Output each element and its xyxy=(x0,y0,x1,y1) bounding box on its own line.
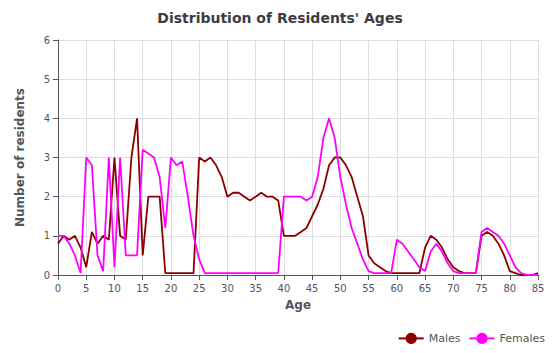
svg-text:15: 15 xyxy=(136,283,149,294)
svg-text:25: 25 xyxy=(193,283,206,294)
svg-text:Number of residents: Number of residents xyxy=(13,88,27,227)
svg-text:80: 80 xyxy=(503,283,516,294)
svg-text:10: 10 xyxy=(108,283,121,294)
svg-text:20: 20 xyxy=(165,283,178,294)
svg-text:Females: Females xyxy=(499,332,545,345)
svg-text:5: 5 xyxy=(83,283,89,294)
svg-text:50: 50 xyxy=(334,283,347,294)
svg-text:2: 2 xyxy=(44,191,50,202)
svg-text:45: 45 xyxy=(306,283,319,294)
svg-text:6: 6 xyxy=(44,35,50,46)
svg-text:0: 0 xyxy=(44,270,50,281)
svg-text:4: 4 xyxy=(44,113,50,124)
svg-text:60: 60 xyxy=(390,283,403,294)
svg-text:3: 3 xyxy=(44,152,50,163)
svg-text:40: 40 xyxy=(278,283,291,294)
svg-text:Males: Males xyxy=(429,332,461,345)
svg-text:35: 35 xyxy=(249,283,262,294)
svg-text:65: 65 xyxy=(419,283,432,294)
svg-text:55: 55 xyxy=(362,283,375,294)
svg-text:30: 30 xyxy=(221,283,234,294)
svg-text:Age: Age xyxy=(285,298,311,312)
svg-text:75: 75 xyxy=(475,283,488,294)
svg-text:85: 85 xyxy=(532,283,545,294)
svg-text:0: 0 xyxy=(55,283,61,294)
svg-text:Distribution of Residents' Age: Distribution of Residents' Ages xyxy=(157,10,402,26)
svg-text:70: 70 xyxy=(447,283,460,294)
svg-text:5: 5 xyxy=(44,74,50,85)
svg-text:1: 1 xyxy=(44,230,50,241)
